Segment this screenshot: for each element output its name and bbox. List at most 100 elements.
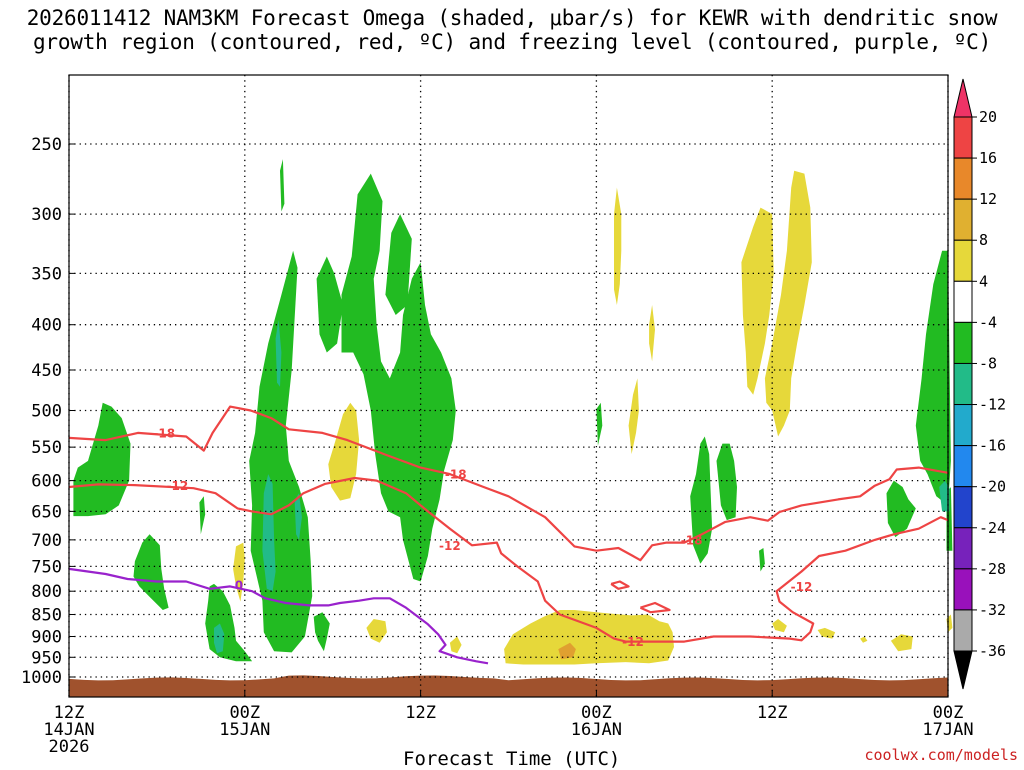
colorbar-label-3: 8: [979, 231, 988, 249]
y-tick-label-850: 850: [31, 606, 62, 626]
y-tick-label-400: 400: [31, 316, 62, 336]
omega-region-yellow-11: [772, 619, 787, 633]
colorbar-swatch-1: [953, 157, 973, 200]
omega-region-orange-0: [558, 642, 576, 660]
colorbar-top-arrow: [953, 78, 973, 118]
colorbar-swatch-9: [953, 486, 973, 529]
y-tick-label-350: 350: [31, 264, 62, 284]
omega-region-green-15: [759, 548, 765, 572]
x-tick-label-5-0: 00Z: [933, 703, 964, 723]
contour-label-dgz_minus12-0: -12: [167, 479, 189, 493]
y-tick-label-750: 750: [31, 557, 62, 577]
omega-region-green-12: [596, 402, 603, 446]
omega-region-yellow-9: [764, 170, 812, 437]
y-tick-label-250: 250: [31, 135, 62, 155]
omega-region-teal-3: [294, 493, 302, 540]
colorbar-swatch-11: [953, 568, 973, 611]
colorbar-label-4: 4: [979, 272, 988, 290]
omega-region-green-9: [341, 173, 456, 582]
omega-region-green-0: [73, 402, 131, 517]
colorbar-label-2: 12: [979, 190, 997, 208]
omega-region-yellow-15: [946, 614, 953, 633]
chart-title-line2: growth region (contoured, red, ºC) and f…: [32, 30, 992, 54]
omega-region-green-17: [915, 250, 951, 506]
colorbar-swatch-8: [953, 445, 973, 488]
colorbar-label-5: -4: [979, 313, 997, 331]
omega-region-yellow-4: [504, 610, 674, 665]
colorbar-label-7: -12: [979, 396, 1006, 414]
omega-region-teal-4: [939, 480, 950, 512]
omega-region-yellow-10: [741, 207, 774, 395]
x-tick-label-0-2: 2026: [49, 737, 90, 757]
colorbar-label-8: -16: [979, 437, 1006, 455]
omega-region-yellow-0: [233, 542, 245, 602]
y-tick-label-300: 300: [31, 205, 62, 225]
omega-region-green-1: [133, 534, 169, 610]
omega-region-yellow-8: [649, 305, 655, 362]
y-tick-label-550: 550: [31, 438, 62, 458]
contour-dgz_small_loop2: [610, 580, 630, 590]
colorbar-swatch-3: [953, 239, 973, 282]
omega-region-green-8: [313, 612, 330, 652]
colorbar-swatch-4: [953, 280, 973, 323]
contour-label-freezing_level-0: 0: [235, 578, 243, 592]
colorbar-label-11: -28: [979, 560, 1006, 578]
colorbar-swatch-7: [953, 404, 973, 447]
chart-title-line1: 2026011412 NAM3KM Forecast Omega (shaded…: [26, 6, 998, 30]
omega-region-green-6: [280, 159, 285, 212]
omega-region-yellow-5: [577, 614, 597, 628]
x-tick-label-3-0: 00Z: [581, 703, 612, 723]
contour-label-dgz_minus18-1: -18: [445, 468, 467, 482]
y-tick-label-1000: 1000: [21, 668, 62, 688]
colorbar-swatch-5: [953, 321, 973, 364]
omega-region-green-14: [716, 443, 737, 521]
contour-label-dgz_minus18-2: -18: [681, 533, 703, 547]
x-tick-label-1-1: 15JAN: [219, 720, 270, 740]
colorbar-swatch-12: [953, 609, 973, 652]
omega-region-yellow-2: [366, 619, 387, 643]
y-tick-label-950: 950: [31, 648, 62, 668]
omega-shading-layer: [73, 159, 953, 665]
colorbar-label-12: -32: [979, 601, 1006, 619]
contour-label-dgz_minus12-1: -12: [439, 539, 461, 553]
y-tick-label-450: 450: [31, 361, 62, 381]
contour-label-dgz_minus18-0: -18: [153, 426, 175, 440]
omega-region-yellow-1: [328, 402, 360, 501]
credit-link[interactable]: coolwx.com/models: [864, 746, 1018, 764]
terrain-layer: [69, 675, 948, 697]
colorbar-swatch-10: [953, 527, 973, 570]
omega-region-yellow-7: [628, 378, 639, 455]
y-tick-label-500: 500: [31, 402, 62, 422]
axes-layer: 2503003504004505005506006507007508008509…: [21, 74, 974, 757]
plot-frame: [68, 74, 949, 698]
omega-region-green-4: [249, 250, 313, 653]
contour-dgz_minus12: [68, 476, 949, 643]
omega-region-green-2: [199, 496, 206, 535]
x-tick-label-5-1: 17JAN: [922, 720, 973, 740]
contour-layer: -18 -18 -18 -12 -12 -12 -12 0: [68, 405, 949, 665]
omega-region-yellow-13: [860, 636, 868, 643]
contour-label-dgz_minus12-2: -12: [622, 635, 644, 649]
contour-label-dgz_minus12-3: -12: [791, 580, 813, 594]
omega-region-green-7: [316, 256, 343, 353]
y-tick-label-800: 800: [31, 582, 62, 602]
colorbar-bottom-arrow: [953, 650, 973, 690]
x-tick-label-0-0: 12Z: [54, 703, 85, 723]
x-tick-label-0-1: 14JAN: [43, 720, 94, 740]
colorbar-label-1: 16: [979, 149, 997, 167]
omega-region-yellow-3: [449, 636, 462, 654]
colorbar-swatch-2: [953, 198, 973, 241]
omega-region-green-11: [413, 394, 428, 444]
colorbar: 20 16 12 8 4 -4 -8 -12 -16 -20 -24 -28 -32 -36: [953, 78, 1006, 690]
x-tick-label-3-1: 16JAN: [571, 720, 622, 740]
omega-region-yellow-6: [614, 187, 622, 305]
grid-layer: [68, 75, 949, 697]
omega-region-green-16: [886, 480, 916, 538]
colorbar-label-6: -8: [979, 354, 997, 372]
x-tick-label-1-0: 00Z: [229, 703, 260, 723]
colorbar-label-10: -24: [979, 519, 1006, 537]
colorbar-swatch-6: [953, 362, 973, 406]
omega-region-teal-2: [275, 319, 282, 387]
contour-dgz_minus18: [68, 405, 949, 562]
contour-dgz_small_loop1: [639, 601, 671, 614]
